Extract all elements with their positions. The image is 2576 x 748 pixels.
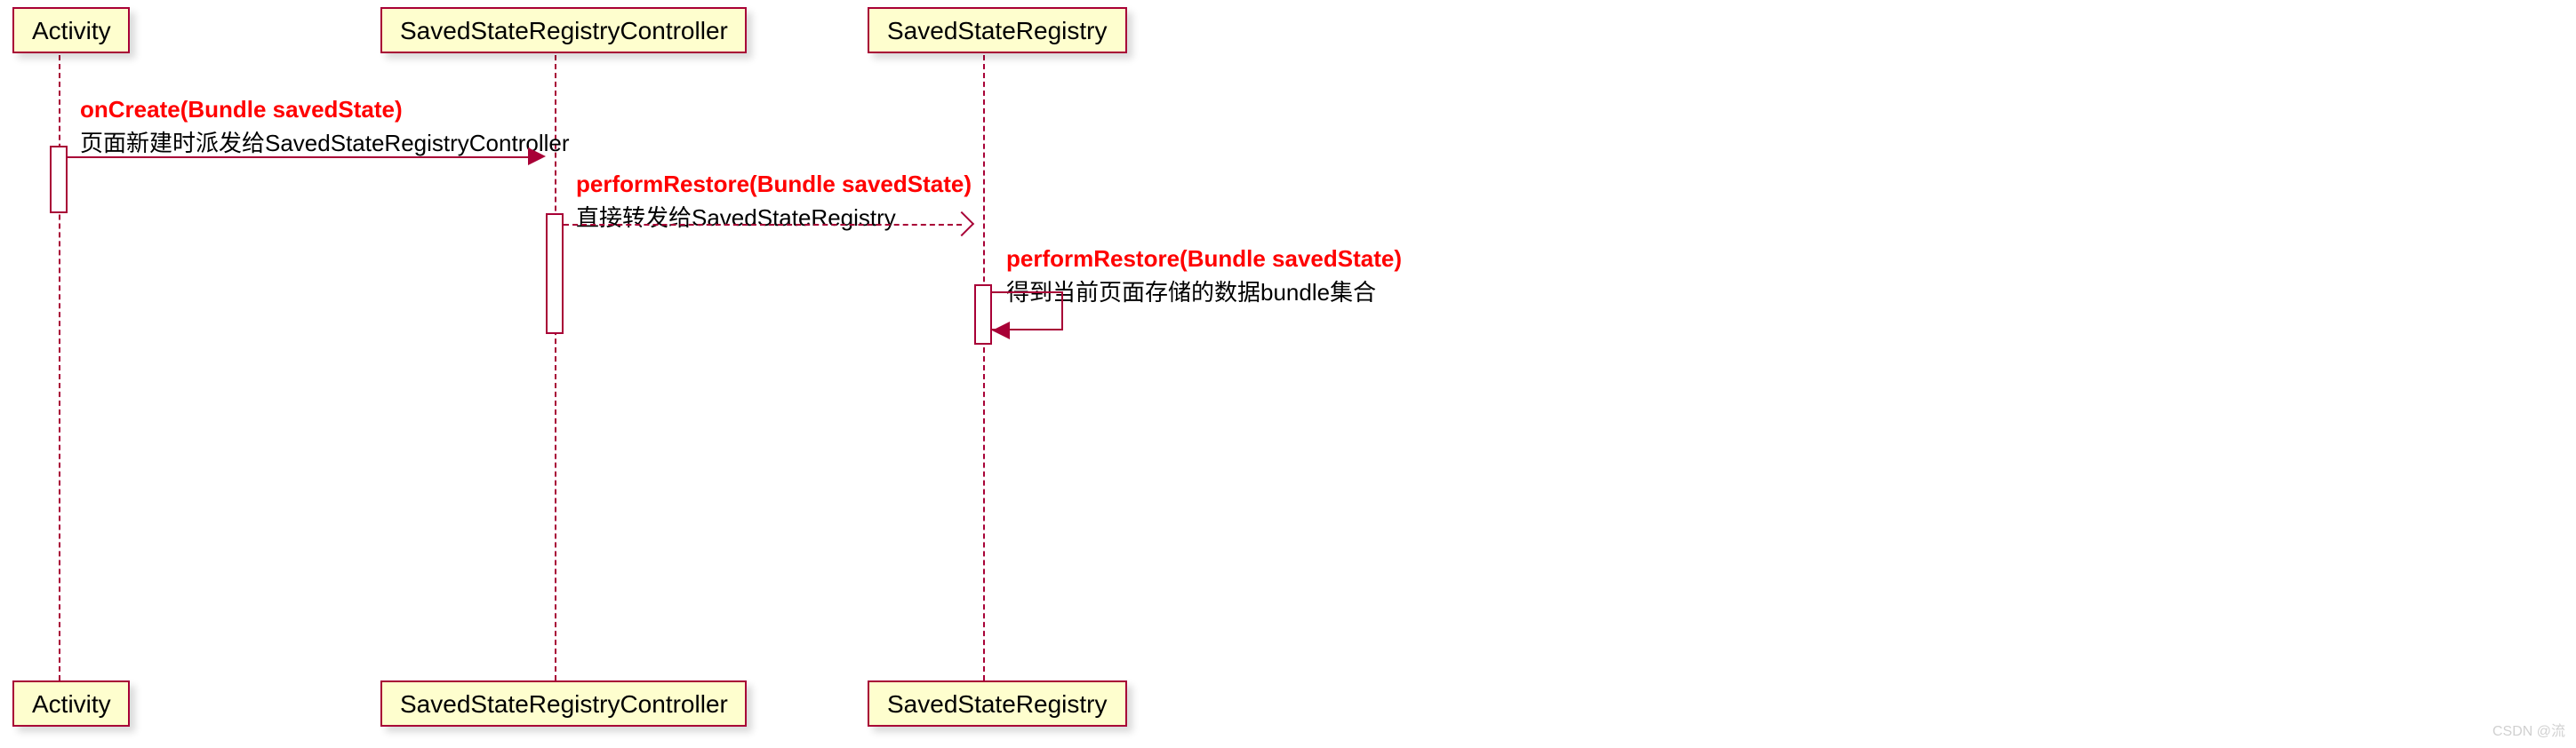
msg2-arrowhead	[949, 211, 974, 236]
participant-activity-top: Activity	[12, 7, 131, 53]
lifeline-registry	[983, 55, 985, 680]
participant-label: SavedStateRegistryController	[400, 16, 728, 44]
msg2-arrow	[564, 224, 962, 226]
msg3-title: performRestore(Bundle savedState)	[1006, 245, 1402, 272]
msg1-note: 页面新建时派发给SavedStateRegistryController	[80, 124, 570, 158]
sequence-diagram: Activity SavedStateRegistryController Sa…	[0, 0, 2576, 748]
participant-controller-top: SavedStateRegistryController	[380, 7, 748, 53]
participant-label: Activity	[32, 16, 111, 44]
msg1-arrow	[68, 156, 533, 158]
msg2-title: performRestore(Bundle savedState)	[576, 171, 972, 197]
activation-activity	[50, 146, 68, 213]
watermark-text: CSDN @流	[2492, 721, 2565, 741]
participant-registry-bottom: SavedStateRegistry	[868, 680, 1126, 727]
participant-activity-bottom: Activity	[12, 680, 131, 727]
msg1-title: onCreate(Bundle savedState)	[80, 96, 403, 123]
msg1-arrowhead	[528, 147, 546, 165]
participant-label: SavedStateRegistry	[887, 16, 1107, 44]
activation-registry	[974, 284, 992, 345]
msg3-arrowhead	[992, 322, 1010, 339]
participant-label: SavedStateRegistryController	[400, 689, 728, 718]
activation-controller	[546, 213, 564, 334]
participant-controller-bottom: SavedStateRegistryController	[380, 680, 748, 727]
msg2-note: 直接转发给SavedStateRegistry	[576, 199, 896, 233]
participant-registry-top: SavedStateRegistry	[868, 7, 1126, 53]
participant-label: Activity	[32, 689, 111, 718]
participant-label: SavedStateRegistry	[887, 689, 1107, 718]
